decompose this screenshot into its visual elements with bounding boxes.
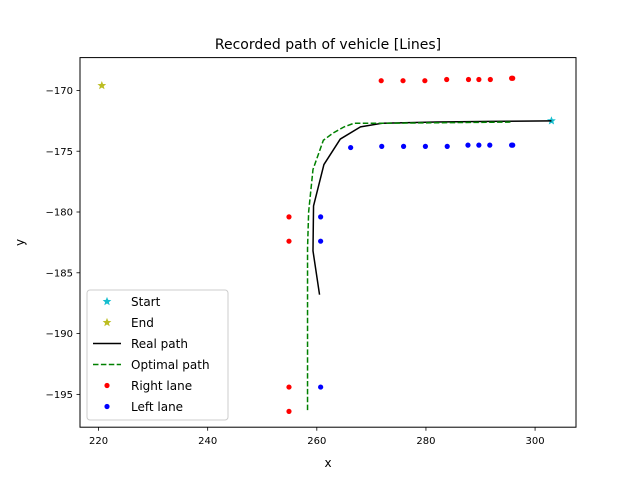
y-tick-label: −190 (46, 329, 73, 340)
y-tick-label: −185 (46, 268, 73, 279)
legend-left-lane-swatch (104, 403, 110, 410)
legend-start-label: Start (131, 295, 161, 309)
left-lane-point (487, 142, 493, 148)
y-axis-label: y (13, 239, 27, 246)
right-lane-point (378, 78, 384, 84)
end-marker (97, 80, 107, 90)
right-lane-point (487, 76, 493, 83)
y-tick-label: −195 (46, 390, 73, 401)
right-lane-point (400, 78, 406, 84)
legend-optimal-path-label: Optimal path (131, 358, 210, 372)
left-lane-point (476, 142, 482, 148)
left-lane-point (318, 384, 324, 390)
y-tick-label: −180 (46, 208, 73, 219)
right-lane-point (465, 76, 472, 83)
left-lane-point (465, 142, 471, 148)
x-tick-label: 280 (416, 436, 435, 447)
real-path-line (312, 120, 552, 295)
legend-end-swatch (102, 317, 112, 327)
legend-real-path-label: Real path (131, 337, 188, 351)
right-lane-point (476, 76, 482, 83)
legend-frame (86, 289, 229, 421)
x-tick-label: 240 (198, 436, 217, 447)
plot-area (97, 75, 556, 414)
optimal-path-line (306, 121, 513, 411)
legend: Start End Real path Optimal path Right lane L… (86, 289, 229, 421)
left-lane-point (444, 143, 450, 149)
right-lane-point (422, 78, 428, 84)
left-lane-point (318, 214, 324, 220)
legend-right-lane-label: Right lane (131, 379, 192, 393)
chart-title: Recorded path of vehicle [Lines] (215, 37, 441, 53)
y-tick-label: −170 (46, 86, 73, 97)
right-lane-point (286, 408, 292, 414)
right-lane-point (444, 76, 450, 83)
x-tick-label: 300 (526, 436, 545, 447)
right-lane-point (286, 238, 292, 244)
right-lane-point (510, 75, 516, 81)
axes-frame (79, 57, 577, 428)
left-lane-point (400, 143, 407, 149)
legend-start-swatch (102, 296, 112, 306)
left-lane-point (379, 143, 385, 149)
left-lane-point (348, 144, 354, 151)
legend-end-label: End (131, 316, 154, 330)
y-tick-label: −175 (46, 147, 73, 158)
x-tick-label: 220 (89, 436, 108, 447)
left-lane-point (318, 238, 324, 244)
x-tick-label: 260 (307, 436, 326, 447)
legend-right-lane-swatch (104, 382, 110, 389)
right-lane-point (286, 214, 292, 220)
left-lane-point (510, 142, 516, 148)
right-lane-point (286, 384, 292, 390)
x-axis-label: x (324, 456, 331, 470)
legend-left-lane-label: Left lane (131, 400, 183, 414)
left-lane-point (422, 143, 428, 149)
